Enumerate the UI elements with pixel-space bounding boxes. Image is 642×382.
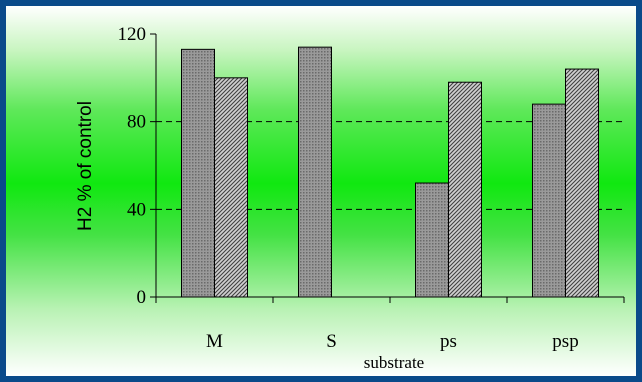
bar-psp-series2: [565, 68, 599, 298]
y-tick-label: 120: [118, 24, 147, 45]
bar-M-series1: [181, 48, 215, 298]
bar-M-series2: [214, 77, 248, 298]
bars: [181, 46, 599, 298]
y-tick-label: 40: [127, 199, 146, 220]
y-tick-label: 0: [137, 287, 147, 308]
y-axis-title: H2 % of control: [75, 101, 96, 231]
bar-S-series1: [298, 46, 332, 298]
x-tick-label: M: [206, 331, 223, 352]
x-tick-label: S: [326, 331, 337, 352]
y-tick-label: 80: [127, 112, 146, 133]
bar-ps-series2: [448, 81, 482, 298]
bar-psp-series1: [532, 103, 566, 298]
x-tick-label: psp: [552, 331, 578, 352]
x-axis-title: substrate: [364, 353, 424, 372]
axes: [150, 33, 625, 303]
x-tick-label: ps: [440, 331, 457, 352]
bar-ps-series1: [415, 182, 449, 298]
